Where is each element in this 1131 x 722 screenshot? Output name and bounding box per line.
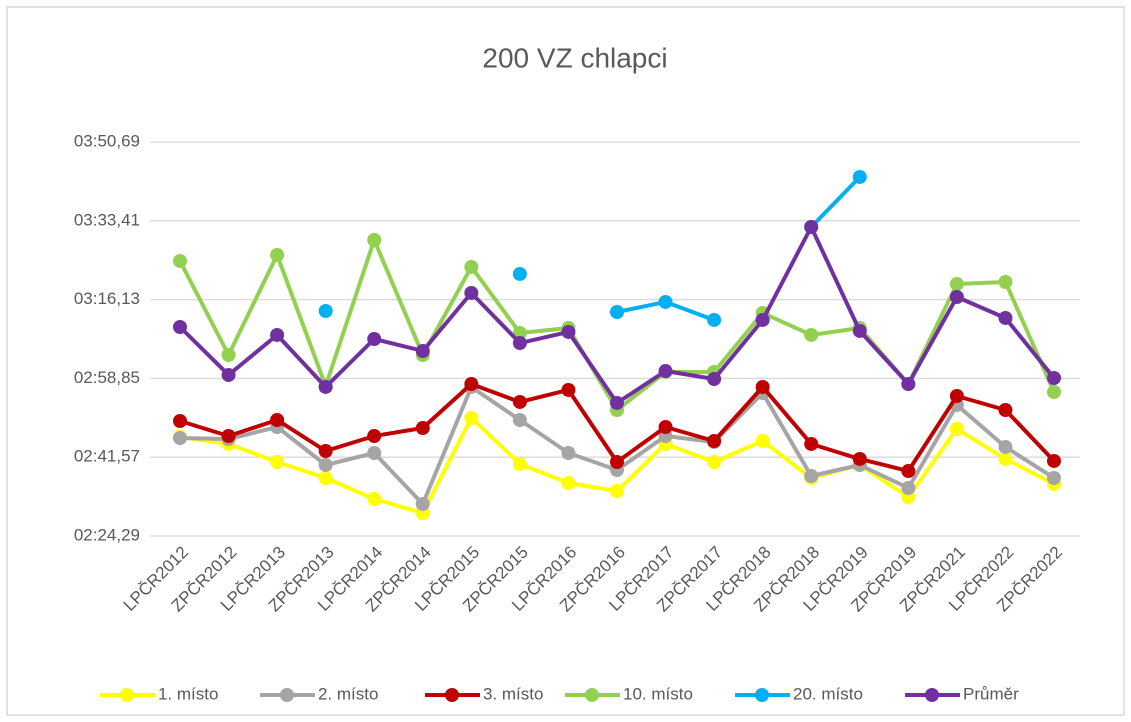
point [998,274,1013,289]
point [804,468,819,483]
point [512,325,527,340]
point [998,451,1013,466]
legend-marker [755,688,769,702]
point [707,454,722,469]
point [610,483,624,498]
point [512,456,527,471]
plot [173,169,1061,521]
point [173,413,187,428]
point [610,305,624,320]
legend-marker [925,688,939,702]
point [804,436,819,451]
chart-frame [6,6,1125,716]
legend-label: Průměr [963,684,1019,703]
legend-marker [445,688,459,702]
legend-label: 20. místo [793,684,863,703]
point [221,348,236,363]
point [1047,384,1061,399]
point [512,394,527,409]
point [367,428,382,443]
point [658,364,673,379]
point [949,389,964,404]
point [367,446,382,461]
point [173,320,187,335]
point [318,470,333,485]
point [901,464,916,479]
legend-label: 2. místo [318,684,378,703]
point [318,443,333,458]
point [464,377,479,392]
y-tick-label: 03:50,69 [74,131,140,150]
point [415,421,430,436]
point [804,220,819,235]
point [512,266,527,281]
point [464,410,479,425]
point [173,253,187,268]
legend-marker [280,688,294,702]
point [707,434,722,449]
point [998,439,1013,454]
point [998,403,1013,418]
point [464,259,479,274]
point [221,428,236,443]
point [367,332,382,346]
chart-title: 200 VZ chlapci [482,42,667,73]
point [707,371,722,386]
point [707,312,722,327]
series-line [809,175,862,229]
legend-label: 10. místo [623,684,693,703]
point [318,379,333,394]
point [852,451,867,466]
point [270,248,285,263]
point [318,304,333,319]
point [415,343,430,358]
point [998,310,1013,325]
point [318,457,333,472]
y-tick-label: 03:33,41 [74,210,140,229]
point [270,412,285,427]
point [901,480,916,495]
point [949,290,964,305]
point [901,377,916,392]
point [1047,370,1061,385]
point [658,294,673,309]
legend-marker [585,688,599,702]
point [367,492,382,507]
y-tick-label: 02:41,57 [74,447,140,466]
point [1047,453,1061,468]
point [512,412,527,427]
point [755,379,770,394]
point [561,382,576,397]
point [173,431,187,446]
point [367,232,382,247]
legend: 1. místo 2. místo 3. místo 10. místo 20. mís… [100,684,1019,703]
y-tick-label: 03:16,13 [74,289,140,308]
point [1047,470,1061,485]
point [610,395,624,410]
point [755,434,770,449]
legend-marker [120,688,134,702]
point [852,323,867,338]
point [949,421,964,436]
point [561,446,576,461]
y-tick-label: 02:24,29 [74,525,140,544]
point [561,324,576,339]
point [804,327,819,342]
point [755,312,770,327]
point [658,420,673,435]
y-tick-label: 02:58,85 [74,368,140,387]
legend-label: 1. místo [158,684,218,703]
point [512,336,527,351]
point [270,454,285,469]
point [415,496,430,511]
point [270,327,285,342]
point [464,285,479,300]
point [561,476,576,491]
point [949,277,964,292]
point [852,169,867,184]
point [610,454,624,469]
legend-label: 3. místo [483,684,543,703]
point [221,367,236,382]
